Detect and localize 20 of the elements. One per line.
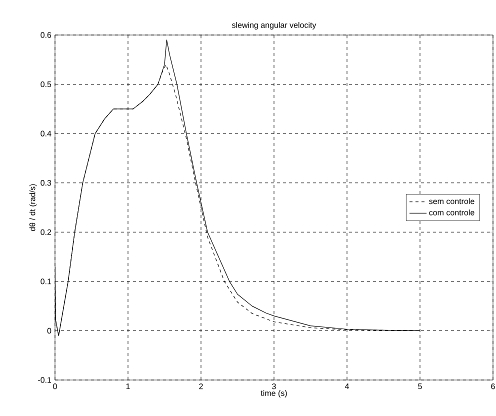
y-tick-label: -0.1 [38,377,52,383]
x-tick-label: 6 [491,384,495,390]
y-tick-label: 0.3 [40,180,52,186]
y-tick-label: 0.2 [40,229,52,235]
legend-label: com controle [429,209,474,216]
y-tick-label: 0 [47,328,52,334]
x-tick-label: 0 [53,384,57,390]
legend-label: sem controle [429,198,474,204]
y-tick-label: 0.5 [40,81,52,88]
y-tick-label: 0.6 [40,32,52,38]
chart-title: slewing angular velocity [232,22,316,30]
x-tick-label: 1 [126,384,130,390]
x-tick-label: 2 [199,384,203,390]
y-tick-label: 0.1 [40,278,52,284]
x-tick-label: 4 [344,384,349,390]
y-tick-label: 0.4 [40,130,52,136]
x-tick-label: 3 [272,384,276,390]
x-tick-label: 5 [418,384,422,390]
x-axis-title: time (s) [260,390,287,398]
y-axis-title: dθ / dt (rad/s) [29,184,37,231]
